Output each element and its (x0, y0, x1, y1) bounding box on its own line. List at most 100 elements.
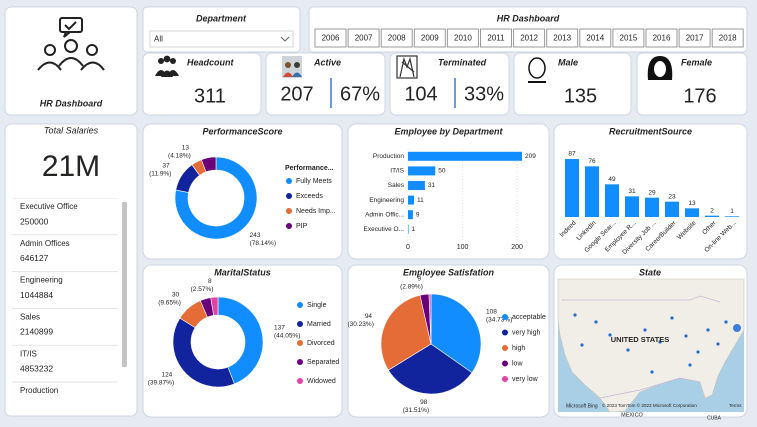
department-name: Production (20, 386, 58, 395)
data-label: 13 (688, 200, 696, 207)
department-name: Engineering (20, 276, 63, 285)
department-salary: 250000 (20, 216, 49, 226)
legend-label: Fully Meets (296, 178, 332, 185)
year-button[interactable] (711, 28, 744, 48)
department-salary: 646127 (20, 253, 49, 263)
year-button[interactable] (546, 28, 579, 48)
legend-swatch (502, 329, 508, 336)
kpi-percent: 33% (464, 83, 504, 105)
legend-title: Performance... (285, 165, 334, 172)
data-label: 31 (428, 182, 436, 189)
kpi-value: 176 (683, 85, 716, 107)
data-label: 1 (730, 208, 734, 215)
data-label: 50 (438, 168, 446, 175)
bar (585, 166, 599, 217)
year-button[interactable] (579, 28, 612, 48)
legend-label: Widowed (307, 378, 336, 385)
scrollbar[interactable] (122, 202, 127, 367)
legend-label: very low (512, 376, 539, 383)
data-label: 87 (568, 151, 576, 158)
x-tick-label: 0 (406, 244, 410, 251)
kpi-label: Headcount (187, 57, 235, 67)
dropdown[interactable] (149, 30, 294, 48)
bar (408, 166, 436, 176)
bar (408, 210, 413, 220)
bar (408, 181, 425, 190)
year-button[interactable] (446, 28, 479, 48)
year-label: 2017 (686, 34, 704, 43)
year-button[interactable] (678, 28, 711, 48)
year-label: 2010 (454, 34, 472, 43)
y-tick-label: Engineering (369, 197, 404, 204)
title: Employee Satisfation (403, 267, 495, 277)
slice (210, 296, 219, 316)
legend-label: Separated (307, 359, 339, 366)
card (142, 123, 343, 260)
kpi-label: Male (558, 57, 578, 67)
bar (408, 224, 409, 234)
bar (685, 208, 699, 217)
year-button[interactable] (480, 28, 512, 48)
slice (428, 293, 432, 345)
data-label: 31 (628, 188, 636, 195)
bar (665, 201, 679, 217)
year-label: 2006 (322, 34, 340, 43)
data-label: 11 (417, 197, 424, 204)
data-label: 30 (9.65%) (158, 291, 181, 306)
year-button[interactable] (513, 28, 546, 48)
data-label: 49 (608, 176, 616, 183)
title: Department (196, 13, 247, 23)
x-tick-label: 200 (511, 244, 523, 251)
legend-swatch (286, 178, 292, 184)
map-terms[interactable]: Terms (729, 403, 742, 408)
slice (172, 317, 235, 388)
year-button[interactable] (645, 28, 678, 48)
department-name: Admin Offices (20, 239, 70, 248)
department-name: IT/IS (20, 349, 37, 358)
data-label: 9 (416, 211, 420, 218)
legend-swatch (286, 208, 292, 214)
card (142, 52, 262, 116)
year-button[interactable] (380, 28, 413, 48)
data-label: 29 (648, 189, 656, 196)
year-button[interactable] (347, 28, 380, 48)
legend-label: low (512, 360, 523, 367)
legend-label: Divorced (307, 340, 335, 347)
legend-swatch (297, 340, 303, 346)
year-label: 2016 (653, 34, 671, 43)
title: HR Dashboard (40, 98, 103, 108)
data-label: 23 (668, 193, 676, 200)
bar (625, 196, 639, 217)
legend-swatch (502, 376, 508, 382)
kpi-value: 207 (280, 83, 313, 105)
y-tick-label: IT/IS (390, 168, 404, 175)
card (4, 6, 138, 116)
map-label: MEXICO (621, 412, 643, 418)
year-button[interactable] (612, 28, 645, 48)
year-label: 2013 (553, 34, 571, 43)
year-label: 2007 (355, 34, 373, 43)
bar (705, 215, 719, 217)
title: PerformanceScore (202, 126, 282, 136)
map-border (599, 377, 701, 399)
year-label: 2009 (421, 34, 439, 43)
legend-label: Exceeds (296, 193, 323, 200)
legend-swatch (286, 223, 292, 229)
y-tick-label: Production (373, 153, 404, 160)
year-button[interactable] (314, 28, 347, 48)
data-label: 209 (525, 153, 536, 160)
dropdown-chevron (280, 36, 290, 42)
map (557, 278, 745, 413)
department-name: Sales (20, 313, 40, 322)
legend-swatch (297, 359, 303, 365)
kpi-label: Active (313, 57, 341, 67)
title: RecruitmentSource (609, 126, 692, 136)
kpi-value: 311 (194, 85, 226, 107)
data-label: 124 (39.87%) (148, 371, 174, 386)
headcount-icon (155, 55, 179, 77)
legend-swatch (297, 321, 303, 327)
year-button[interactable] (413, 28, 446, 48)
data-label: 94 (30.23%) (347, 313, 373, 328)
